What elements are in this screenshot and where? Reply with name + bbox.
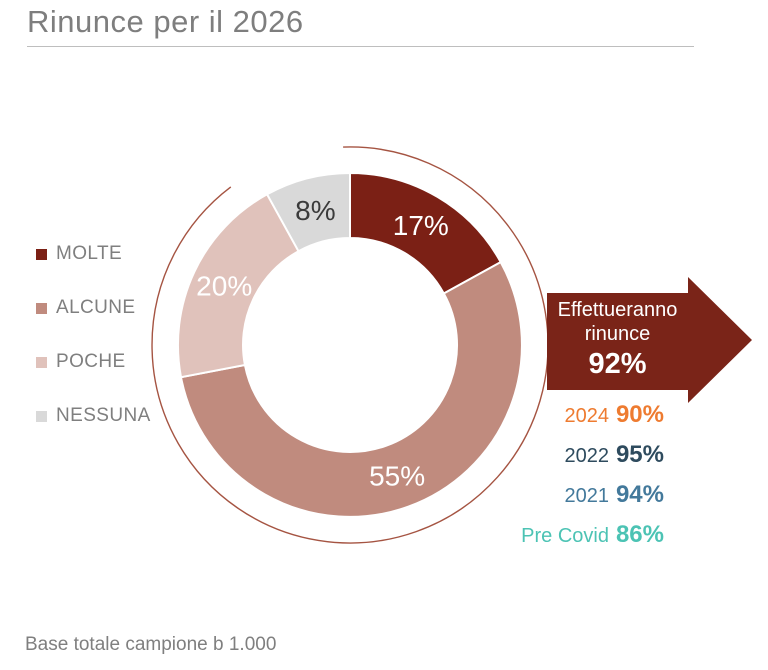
arrow-callout: Effettueranno rinunce 92% [547, 277, 752, 403]
donut-slice-nessuna [265, 171, 351, 253]
history-year: 2024 [564, 405, 609, 427]
legend-label: ALCUNE [56, 297, 136, 318]
title-rule [27, 46, 694, 47]
donut-slice-alcune [179, 260, 523, 518]
legend-item-nessuna: NESSUNA [36, 405, 151, 426]
legend-label: POCHE [56, 351, 126, 372]
slice-label-nessuna: 8% [295, 195, 335, 226]
history-year: Pre Covid [521, 525, 609, 547]
legend-swatch-alcune [36, 302, 47, 314]
callout-value: 92% [588, 348, 647, 380]
history-row-precovid: Pre Covid 86% [521, 516, 664, 556]
history-row-2024: 2024 90% [521, 396, 664, 436]
callout-line1: Effettueranno [557, 299, 678, 321]
donut-slice-poche [176, 192, 300, 379]
history-list: 2024 90% 2022 95% 2021 94% Pre Covid 86% [521, 396, 664, 556]
history-value: 86% [615, 521, 664, 548]
history-year: 2021 [564, 485, 609, 507]
history-row-2022: 2022 95% [521, 436, 664, 476]
arrow-callout-text: Effettueranno rinunce 92% [547, 293, 688, 390]
legend-swatch-nessuna [36, 410, 47, 422]
slice-label-molte: 17% [393, 210, 449, 241]
legend-item-poche: POCHE [36, 351, 151, 372]
decorative-ring [151, 146, 549, 544]
base-note: Base totale campione b 1.000 [25, 634, 277, 655]
legend-item-molte: MOLTE [36, 243, 151, 264]
legend-item-alcune: ALCUNE [36, 297, 151, 318]
donut-slice-molte [349, 171, 503, 295]
history-year: 2022 [564, 445, 609, 467]
history-row-2021: 2021 94% [521, 476, 664, 516]
slice-label-poche: 20% [196, 270, 252, 301]
page-title: Rinunce per il 2026 [27, 4, 304, 39]
history-value: 95% [615, 441, 664, 468]
legend-swatch-molte [36, 248, 47, 260]
history-value: 90% [615, 401, 664, 428]
legend-label: NESSUNA [56, 405, 151, 426]
chart-legend: MOLTE ALCUNE POCHE NESSUNA [36, 243, 151, 460]
history-value: 94% [615, 481, 664, 508]
slice-label-alcune: 55% [369, 460, 425, 491]
callout-line2: rinunce [584, 323, 651, 345]
legend-swatch-poche [36, 356, 47, 368]
legend-label: MOLTE [56, 243, 123, 264]
